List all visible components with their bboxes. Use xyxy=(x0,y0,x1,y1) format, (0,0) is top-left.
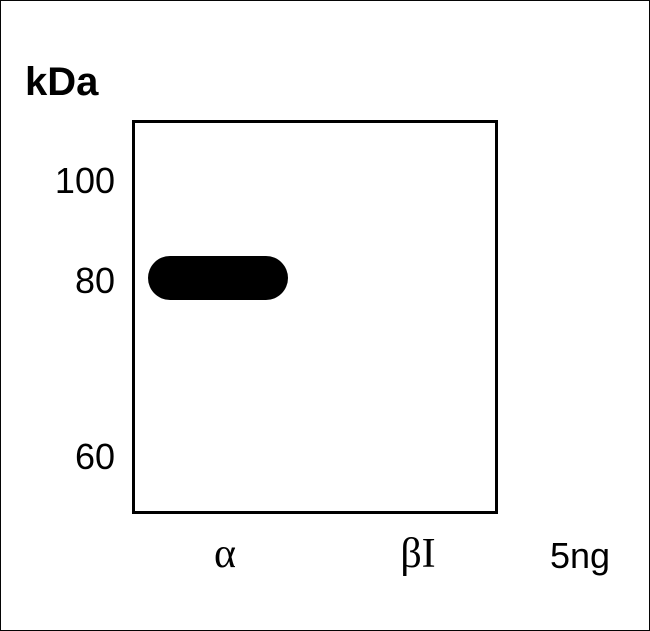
tick-100: 100 xyxy=(0,160,115,202)
blot-membrane-frame xyxy=(132,120,498,514)
band-alpha-80kda xyxy=(148,256,288,300)
lane-label-alpha: α xyxy=(195,530,255,578)
tick-60: 60 xyxy=(0,436,115,478)
figure-root: { "figure": { "type": "western-blot", "c… xyxy=(0,0,650,631)
lane-label-beta-i: βI xyxy=(388,530,448,578)
y-axis-title: kDa xyxy=(25,60,98,105)
tick-80: 80 xyxy=(0,260,115,302)
loading-amount-label: 5ng xyxy=(550,535,610,577)
